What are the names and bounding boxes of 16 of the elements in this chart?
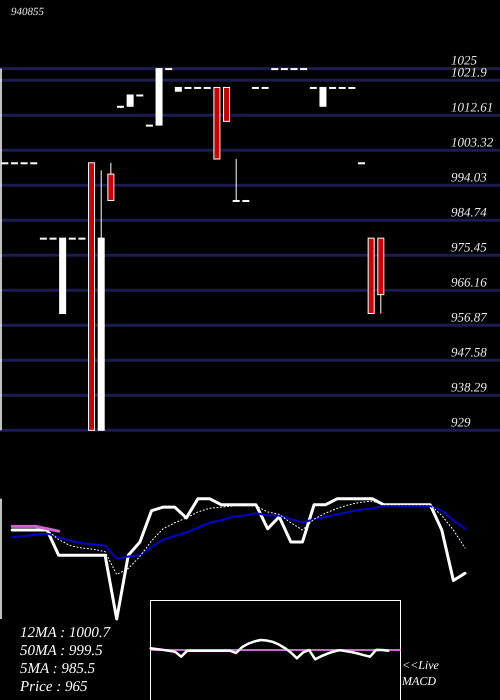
y-tick-label: 966.16: [451, 274, 488, 290]
text: <<Live MACD: [401, 658, 442, 688]
y-tick-label: 975.45: [451, 239, 488, 254]
y-tick-label: 938.29: [451, 379, 488, 394]
text: Price : 965: [19, 679, 88, 695]
y-tick-label: 947.58: [451, 344, 488, 360]
y-tick-label: 956.87: [451, 309, 488, 324]
y-tick-label: 1003.32: [451, 134, 494, 150]
y-tick-label: 994.03: [451, 169, 488, 184]
text: 50MA : 999.5: [20, 643, 104, 659]
chart-title: 940855: [11, 6, 44, 18]
text: 5MA : 985.5: [20, 661, 96, 677]
y-tick-label: 1012.61: [451, 99, 494, 114]
y-tick-label: 984.74: [451, 204, 488, 220]
y-tick-label: 929: [451, 414, 471, 430]
text: 12MA : 1000.7: [20, 625, 112, 641]
